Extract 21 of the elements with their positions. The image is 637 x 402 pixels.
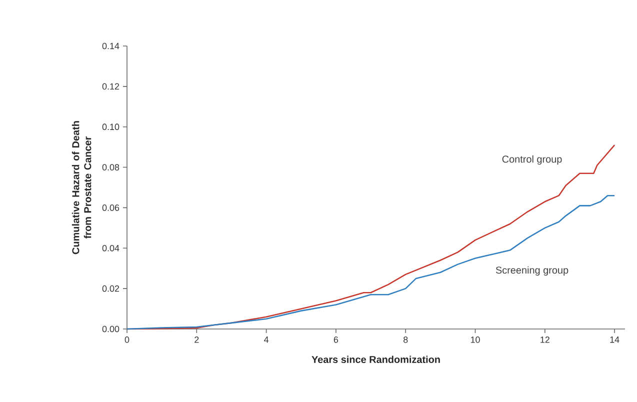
y-tick-label: 0.14 xyxy=(102,42,120,50)
y-tick-label: 0.00 xyxy=(102,326,120,332)
series-label: Control group xyxy=(502,155,562,165)
y-tick-label: 0.10 xyxy=(102,124,120,130)
y-tick-label: 0.02 xyxy=(102,285,120,292)
x-tick-label: 10 xyxy=(470,336,480,343)
x-tick-label: 12 xyxy=(540,336,550,343)
line-series xyxy=(126,194,616,330)
x-tick-label: 14 xyxy=(610,336,620,343)
y-tick-label: 0.12 xyxy=(102,83,120,90)
x-tick-label: 0 xyxy=(124,336,130,343)
x-tick-label: 8 xyxy=(404,336,408,343)
x-tick-label: 2 xyxy=(194,336,199,343)
x-axis-title: Years since Randomization xyxy=(312,356,440,364)
y-tick-label: 0.04 xyxy=(102,244,120,252)
series-label: Screening group xyxy=(496,266,568,276)
x-tick-label: 6 xyxy=(334,336,338,343)
y-tick-label: 0.06 xyxy=(102,204,120,211)
x-tick-label: 4 xyxy=(264,336,269,343)
y-tick-label: 0.08 xyxy=(102,164,120,170)
y-axis-title: Cumulative Hazard of Death from Prostate Cancer xyxy=(72,121,92,254)
